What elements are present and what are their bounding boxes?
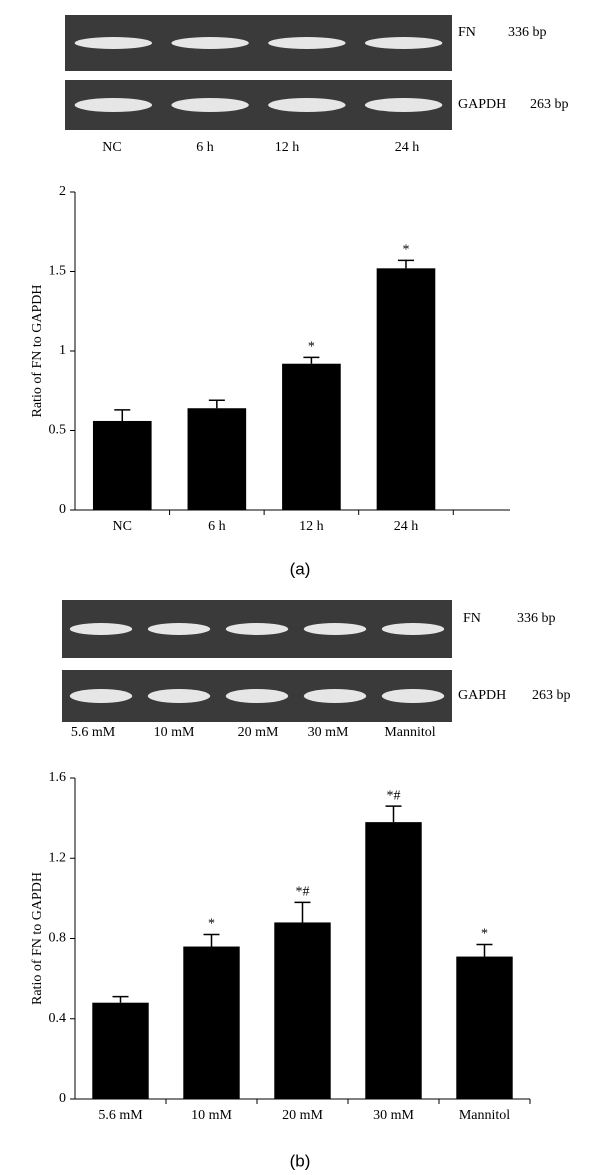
gel-band <box>364 37 443 49</box>
error-bar <box>208 399 225 409</box>
gel-lane-label: 6 h <box>196 140 214 155</box>
error-bar <box>385 805 402 823</box>
gel-band <box>381 689 445 703</box>
x-tick-label: NC <box>113 519 132 534</box>
gel-band <box>381 623 445 635</box>
significance-mark: * <box>481 927 488 942</box>
gel-band <box>268 98 346 112</box>
y-tick-label: 0 <box>59 1091 66 1106</box>
y-tick-label: 0.8 <box>49 931 67 946</box>
significance-mark: *# <box>296 885 310 900</box>
y-tick-label: 2 <box>59 184 66 199</box>
gel-lane-label: NC <box>102 140 121 155</box>
gel-row-size: 263 bp <box>532 688 571 703</box>
gel-band <box>147 623 211 635</box>
x-tick-label: 6 h <box>208 519 226 534</box>
significance-mark: *# <box>387 788 401 803</box>
gel-row-size: 336 bp <box>517 611 556 626</box>
bar <box>274 922 331 1099</box>
gel-band <box>74 98 153 112</box>
x-tick-label: 12 h <box>299 519 324 534</box>
x-tick-label: 5.6 mM <box>98 1108 143 1123</box>
gel-band <box>69 689 133 703</box>
bar <box>376 268 436 510</box>
gel-band <box>74 37 153 49</box>
y-tick-label: 0.5 <box>49 423 67 438</box>
x-tick-label: 24 h <box>394 519 419 534</box>
error-bar <box>114 409 131 421</box>
gel-band <box>303 689 367 703</box>
x-tick-label: 10 mM <box>191 1108 232 1123</box>
gel-row-name: FN <box>463 611 481 626</box>
gel-lane-label: Mannitol <box>384 725 435 740</box>
gel-lane-label: 24 h <box>395 140 420 155</box>
gel-row-name: GAPDH <box>458 97 506 112</box>
y-tick-label: 1 <box>59 343 66 358</box>
significance-mark: * <box>308 340 315 355</box>
y-tick-label: 1.2 <box>49 850 67 865</box>
gel-lane-label: 5.6 mM <box>71 725 116 740</box>
significance-mark: * <box>208 917 215 932</box>
gel-band <box>225 623 289 635</box>
error-bar <box>112 995 129 1003</box>
gel-row-name: GAPDH <box>458 688 506 703</box>
y-tick-label: 1.5 <box>49 264 67 279</box>
error-bar <box>303 356 320 364</box>
gel-row-size: 336 bp <box>508 25 547 40</box>
bar <box>456 956 513 1099</box>
bar <box>365 822 422 1099</box>
gel-band <box>364 98 443 112</box>
panel-label: (a) <box>290 559 311 578</box>
x-tick-label: Mannitol <box>459 1108 510 1123</box>
bar <box>183 946 240 1099</box>
gel-band <box>171 98 249 112</box>
bar <box>187 408 247 510</box>
y-tick-label: 0 <box>59 502 66 517</box>
gel-band <box>69 623 133 635</box>
gel-row-name: FN <box>458 25 476 40</box>
y-axis-label: Ratio of FN to GAPDH <box>30 872 45 1005</box>
y-tick-label: 1.6 <box>49 770 67 785</box>
gel-lane-label: 30 mM <box>308 725 349 740</box>
x-tick-label: 20 mM <box>282 1108 323 1123</box>
x-tick-label: 30 mM <box>373 1108 414 1123</box>
bar <box>92 420 152 510</box>
significance-mark: * <box>402 243 409 258</box>
error-bar <box>397 259 414 269</box>
y-axis-label: Ratio of FN to GAPDH <box>30 284 45 417</box>
error-bar <box>203 933 220 947</box>
gel-lane-label: 12 h <box>275 140 300 155</box>
gel-band <box>225 689 289 703</box>
gel-band <box>268 37 346 49</box>
error-bar <box>294 901 311 923</box>
bar <box>282 363 341 510</box>
gel-row-size: 263 bp <box>530 97 569 112</box>
bar <box>92 1002 149 1099</box>
error-bar <box>476 943 493 957</box>
gel-band <box>303 623 367 635</box>
gel-band <box>171 37 249 49</box>
panel-label: (b) <box>290 1151 311 1170</box>
gel-lane-label: 10 mM <box>154 725 195 740</box>
y-tick-label: 0.4 <box>49 1011 67 1026</box>
gel-lane-label: 20 mM <box>238 725 279 740</box>
gel-band <box>147 689 211 703</box>
